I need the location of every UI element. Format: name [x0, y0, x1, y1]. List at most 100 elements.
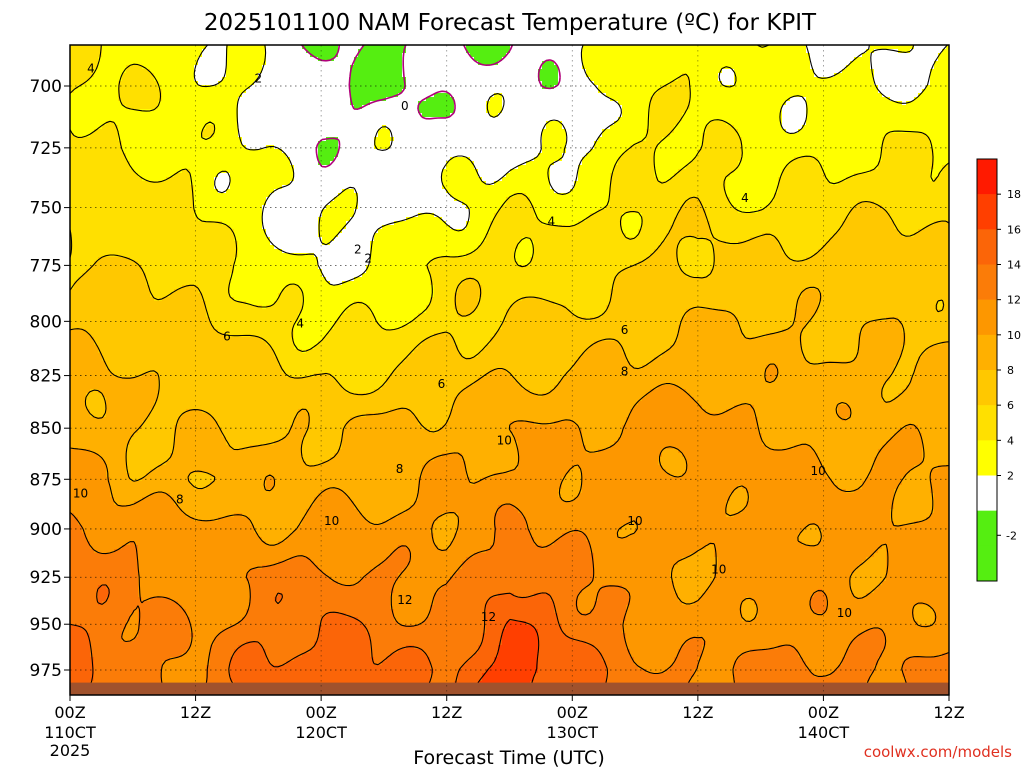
temperature-cell — [370, 241, 483, 246]
temperature-cell — [578, 357, 627, 362]
temperature-cell — [370, 637, 483, 642]
temperature-cell — [338, 137, 375, 142]
temperature-cell — [346, 421, 419, 426]
temperature-cell — [514, 193, 527, 198]
temperature-cell — [70, 581, 139, 586]
temperature-cell — [378, 129, 391, 134]
temperature-cell — [506, 313, 575, 318]
temperature-cell — [678, 261, 715, 266]
temperature-cell — [494, 533, 531, 538]
temperature-cell — [554, 85, 599, 90]
temperature-cell — [602, 657, 635, 662]
temperature-cell — [490, 369, 507, 374]
temperature-cell — [238, 249, 283, 254]
temperature-cell — [730, 201, 771, 206]
temperature-cell — [122, 77, 155, 82]
temperature-cell — [762, 441, 887, 446]
temperature-cell — [586, 533, 619, 538]
temperature-cell — [534, 209, 599, 214]
temperature-cell — [246, 301, 275, 306]
temperature-cell — [518, 449, 587, 454]
temperature-cell — [550, 165, 579, 170]
temperature-cell — [354, 57, 403, 62]
temperature-cell — [578, 465, 663, 470]
temperature-cell — [802, 337, 859, 342]
contour-label: 6 — [438, 377, 446, 391]
temperature-cell — [186, 649, 211, 654]
temperature-cell — [622, 109, 651, 114]
temperature-cell — [630, 653, 679, 658]
temperature-cell — [858, 337, 907, 342]
temperature-cell — [818, 457, 875, 462]
temperature-cell — [746, 505, 895, 510]
temperature-cell — [574, 637, 627, 642]
temperature-cell — [754, 409, 839, 414]
temperature-cell — [782, 113, 807, 118]
temperature-cell — [466, 465, 519, 470]
temperature-cell — [702, 405, 735, 410]
temperature-cell — [70, 65, 99, 70]
temperature-cell — [70, 197, 195, 202]
temperature-cell — [486, 625, 507, 630]
temperature-cell — [886, 545, 949, 550]
temperature-cell — [90, 545, 123, 550]
temperature-cell — [634, 529, 803, 534]
temperature-cell — [534, 253, 651, 258]
temperature-cell — [206, 305, 263, 310]
temperature-cell — [274, 245, 371, 250]
temperature-cell — [390, 597, 435, 602]
temperature-cell — [594, 553, 691, 558]
temperature-cell — [402, 569, 459, 574]
y-tick-label: 825 — [30, 367, 62, 387]
temperature-cell — [258, 77, 351, 82]
temperature-cell — [162, 673, 207, 678]
temperature-cell — [822, 537, 949, 542]
temperature-cell — [486, 549, 591, 554]
temperature-cell — [594, 145, 631, 150]
temperature-cell — [894, 501, 935, 506]
contour-label: 10 — [324, 514, 339, 528]
temperature-cell — [338, 149, 543, 154]
temperature-cell — [70, 489, 111, 494]
temperature-cell — [234, 257, 319, 262]
temperature-cell — [726, 121, 783, 126]
temperature-cell — [330, 241, 371, 246]
temperature-cell — [214, 125, 239, 130]
temperature-cell — [322, 461, 427, 466]
temperature-cell — [70, 461, 107, 466]
temperature-cell — [914, 373, 949, 378]
temperature-cell — [350, 497, 419, 502]
temperature-cell — [542, 141, 567, 146]
temperature-cell — [398, 621, 423, 626]
temperature-cell — [306, 409, 391, 414]
temperature-cell — [566, 633, 627, 638]
temperature-cell — [150, 69, 195, 74]
temperature-cell — [798, 129, 949, 134]
temperature-cell — [722, 81, 735, 86]
temperature-cell — [718, 561, 863, 566]
temperature-cell — [410, 409, 451, 414]
temperature-cell — [70, 429, 139, 434]
temperature-cell — [582, 433, 623, 438]
temperature-cell — [230, 661, 271, 666]
temperature-cell — [598, 209, 679, 214]
temperature-cell — [942, 301, 949, 306]
temperature-cell — [674, 173, 731, 178]
temperature-cell — [882, 581, 949, 586]
temperature-cell — [158, 385, 343, 390]
temperature-cell — [146, 281, 231, 286]
temperature-cell — [390, 145, 543, 150]
temperature-cell — [414, 317, 507, 322]
temperature-cell — [782, 109, 807, 114]
temperature-cell — [226, 61, 267, 66]
temperature-cell — [670, 177, 727, 182]
temperature-cell — [886, 641, 949, 646]
temperature-cell — [738, 657, 803, 662]
temperature-cell — [286, 537, 435, 542]
temperature-cell — [190, 637, 215, 642]
temperature-cell — [582, 53, 811, 58]
temperature-cell — [282, 365, 399, 370]
temperature-cell — [806, 117, 949, 122]
temperature-cell — [82, 273, 147, 278]
